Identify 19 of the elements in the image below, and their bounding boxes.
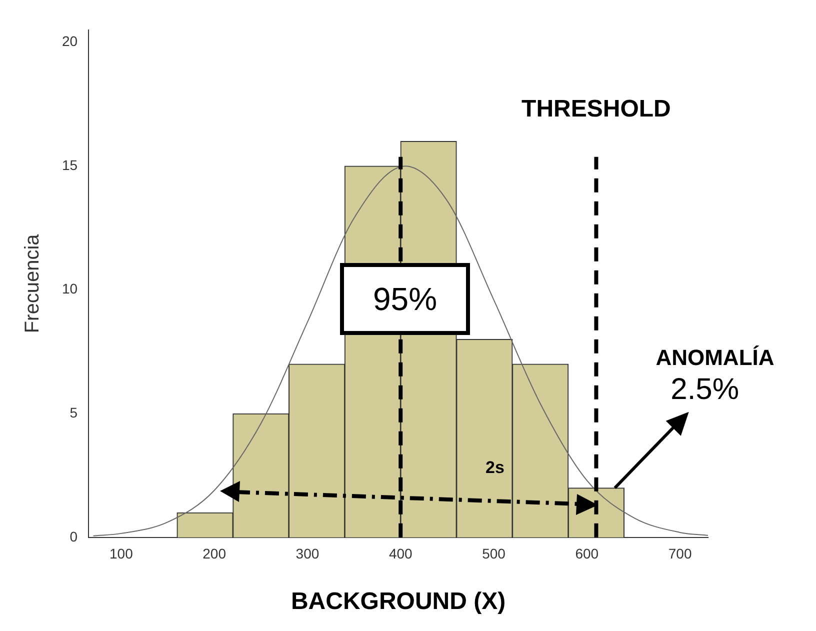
x-axis-title: BACKGROUND (X) xyxy=(290,588,506,616)
annotation: ANOMALÍA xyxy=(654,345,776,371)
x-tick-label: 300 xyxy=(296,546,320,562)
x-tick-label: 600 xyxy=(575,546,599,562)
annotation: 95% xyxy=(340,263,470,335)
y-tick-label: 15 xyxy=(62,156,78,173)
x-tick-label: 200 xyxy=(202,546,226,562)
y-tick-label: 20 xyxy=(62,33,78,50)
y-tick-label: 5 xyxy=(70,404,78,421)
x-tick-label: 700 xyxy=(668,546,692,562)
ref-line-label: THRESHOLD xyxy=(522,96,671,123)
x-tick-label: 100 xyxy=(109,546,134,562)
y-tick-label: 10 xyxy=(62,280,78,297)
annotation: 2.5% xyxy=(670,372,740,407)
y-tick-label: 0 xyxy=(70,528,78,544)
annotation: 2s xyxy=(484,458,506,478)
x-tick-label: 500 xyxy=(482,546,506,562)
y-axis-title: Frecuencia xyxy=(22,233,44,334)
x-tick-label: 400 xyxy=(388,546,413,562)
